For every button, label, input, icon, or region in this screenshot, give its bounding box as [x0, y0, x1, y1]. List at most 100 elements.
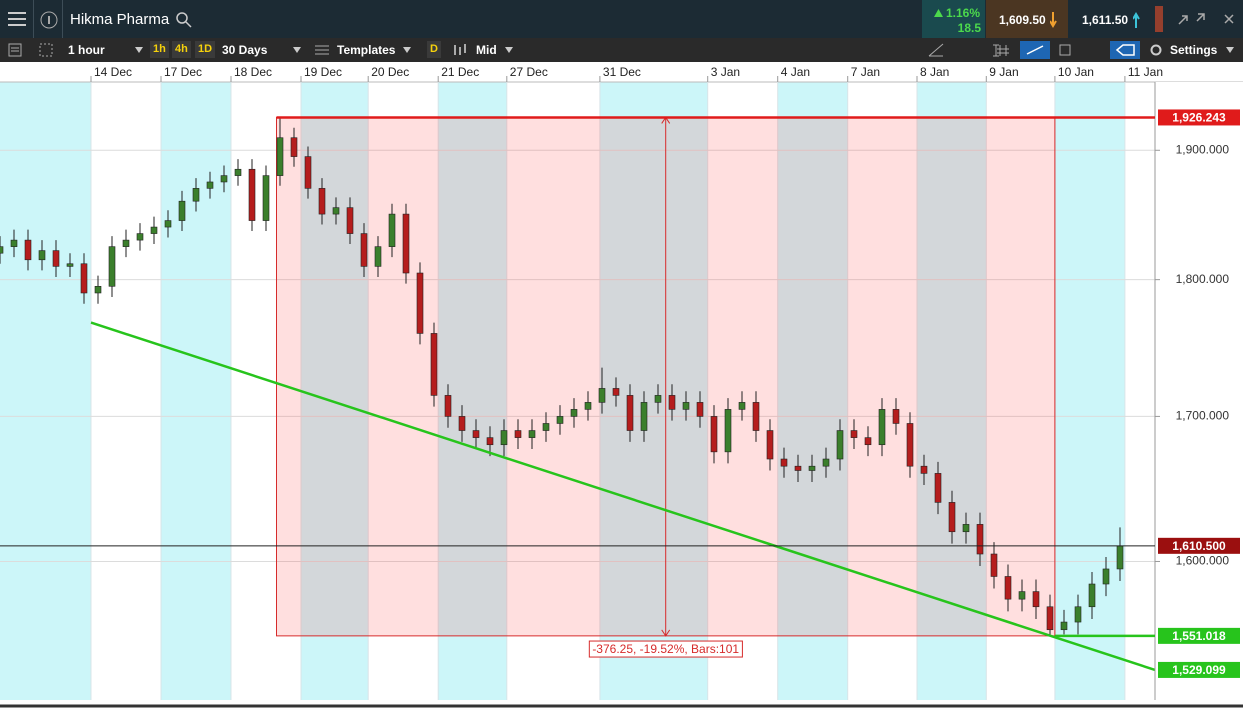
candle-body — [1074, 606, 1082, 623]
candle-body — [1060, 621, 1068, 631]
candle-body — [332, 207, 340, 215]
candle-body — [304, 156, 312, 189]
range-select[interactable]: 30 Days — [222, 43, 268, 57]
instrument-bar: Hikma Pharma 1.16% 18.5 1,609.50 1,611.5… — [0, 0, 1243, 38]
candle-body — [1088, 583, 1096, 608]
candle-body — [598, 388, 606, 403]
candle-body — [276, 137, 284, 176]
candle-body — [710, 416, 718, 453]
session-band — [301, 82, 369, 700]
x-tick-label: 17 Dec — [164, 65, 202, 79]
candle-body — [892, 409, 900, 424]
session-band — [438, 82, 507, 700]
trendline — [90, 321, 1156, 672]
candle-body — [472, 430, 480, 438]
candle-body — [1046, 606, 1054, 631]
candle-body — [990, 553, 998, 577]
x-tick-label: 4 Jan — [781, 65, 810, 79]
candle-body — [850, 430, 858, 438]
interval-1d[interactable]: 1D — [195, 41, 216, 58]
buy-button[interactable]: 1,611.50 — [1069, 0, 1151, 38]
candle-body — [1032, 591, 1040, 608]
candle-body — [1004, 576, 1012, 600]
session-band — [506, 82, 600, 700]
x-tick-label: 14 Dec — [94, 65, 132, 79]
candle-body — [164, 220, 172, 228]
candle-body — [290, 137, 298, 157]
candle-body — [976, 524, 984, 555]
candle-body — [724, 409, 732, 453]
x-tick-label: 7 Jan — [851, 65, 880, 79]
x-tick-label: 9 Jan — [989, 65, 1018, 79]
sell-price: 1,609.50 — [999, 13, 1046, 27]
candle-body — [192, 188, 200, 202]
candle-body — [934, 473, 942, 503]
candle-body — [738, 402, 746, 410]
interval-select[interactable]: 1 hour — [68, 43, 105, 57]
candle-body — [1102, 568, 1110, 585]
instrument-name: Hikma Pharma — [70, 11, 170, 28]
candle-body — [360, 233, 368, 267]
candle-body — [346, 207, 354, 234]
candle-body — [486, 437, 494, 446]
candle-body — [374, 246, 382, 267]
candle-body — [402, 213, 410, 274]
trendline-label-box — [1158, 661, 1240, 678]
candle-body — [66, 263, 74, 267]
chart-toolbar: 1 hour 1h 4h 1D 30 Days Templates D Mid … — [0, 38, 1243, 62]
candle-body — [318, 188, 326, 215]
sell-button[interactable]: 1,609.50 — [986, 0, 1068, 38]
interval-1h[interactable]: 1h — [150, 41, 169, 58]
candle-body — [444, 395, 452, 417]
search-icon[interactable] — [176, 12, 192, 28]
candle-body — [570, 409, 578, 417]
candle-body — [640, 402, 648, 431]
level-label-box — [1158, 109, 1240, 126]
tool-icons[interactable] — [925, 41, 1145, 59]
y-tick-label: 1,900.000 — [1176, 142, 1230, 156]
y-tick-label: 1,700.000 — [1176, 409, 1230, 423]
x-tick-label: 20 Dec — [371, 65, 409, 79]
settings-button[interactable]: Settings — [1170, 43, 1218, 57]
candle-body — [234, 168, 242, 176]
candle-body — [556, 416, 564, 424]
candle-body — [822, 458, 830, 467]
level-label: 1,926.243 — [1172, 111, 1226, 125]
candle-body — [136, 233, 144, 241]
price-chart: 14 Dec 17 Dec 18 Dec 19 Dec 20 Dec 21 Dec 27 D… — [0, 62, 1243, 709]
candle-body — [80, 263, 88, 294]
candle-body — [150, 226, 158, 234]
candle-body — [514, 430, 522, 438]
candle-body — [864, 437, 872, 446]
candle-body — [24, 239, 32, 261]
candle-body — [0, 246, 4, 254]
level-label: 1,610.500 — [1172, 539, 1226, 553]
candle-body — [122, 239, 130, 247]
candle-body — [178, 200, 186, 221]
window-icons[interactable] — [1152, 4, 1243, 34]
price-axis — [1155, 82, 1243, 700]
x-tick-label: 3 Jan — [711, 65, 740, 79]
candle-body — [416, 272, 424, 334]
templates-select[interactable]: Templates — [337, 43, 396, 57]
menu-icon[interactable] — [8, 10, 28, 28]
candle-body — [962, 524, 970, 533]
candle-body — [1116, 545, 1124, 570]
candle-body — [458, 416, 466, 431]
interval-4h[interactable]: 4h — [172, 41, 191, 58]
candle-body — [626, 395, 634, 431]
change-pts: 18.5 — [957, 21, 981, 35]
price-type-select[interactable]: Mid — [476, 43, 497, 57]
candle-body — [262, 175, 270, 221]
x-tick-label: 21 Dec — [441, 65, 479, 79]
draw-button[interactable]: D — [427, 41, 441, 58]
candle-body — [220, 175, 228, 183]
candle-body — [38, 250, 46, 261]
candle-body — [248, 168, 256, 221]
info-icon[interactable] — [39, 10, 59, 30]
candle-body — [948, 502, 956, 533]
x-tick-label: 10 Jan — [1058, 65, 1094, 79]
session-band — [368, 82, 439, 700]
candle-body — [388, 213, 396, 247]
